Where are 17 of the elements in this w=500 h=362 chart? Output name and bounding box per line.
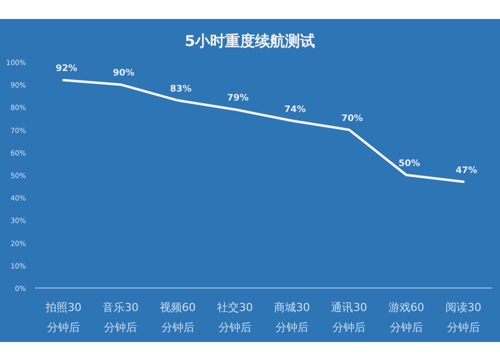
x-tick-label: 音乐30 分钟后 [102, 301, 139, 334]
text: 90% [112, 68, 134, 79]
text: 47% [456, 166, 478, 176]
x-tick-label: 商城30 分钟后 [274, 301, 310, 334]
text: 92% [56, 64, 78, 74]
chart-title: 5小时重度续航测试 [184, 32, 316, 50]
x-tick-label: 拍照30 分钟后 [44, 301, 82, 334]
text: 83% [170, 84, 192, 94]
text: 79% [227, 93, 249, 104]
text: 70% [341, 114, 363, 124]
x-tick-label: 社交30 分钟后 [216, 301, 253, 334]
x-tick-label: 阅读30 分钟后 [445, 301, 482, 334]
text: 74% [284, 104, 306, 115]
x-tick-label: 通讯30 分钟后 [331, 301, 368, 334]
x-tick-label: 游戏60 分钟后 [388, 301, 424, 334]
text: 50% [398, 159, 420, 169]
x-tick-label: 视频60 分钟后 [160, 301, 196, 334]
